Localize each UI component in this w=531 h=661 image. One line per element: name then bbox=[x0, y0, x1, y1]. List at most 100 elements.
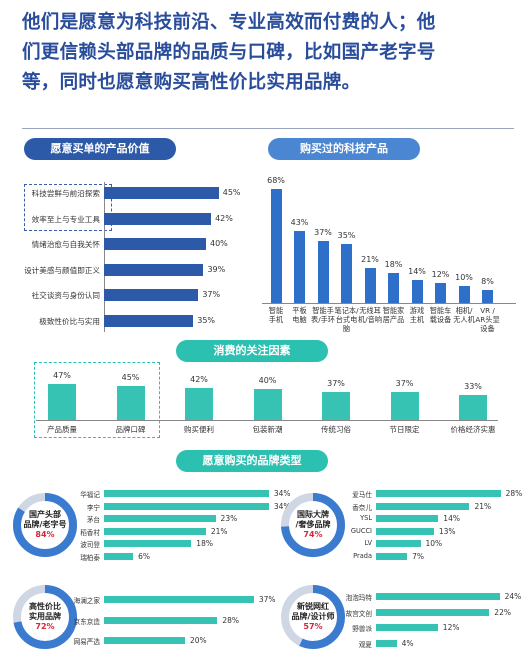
bar bbox=[116, 385, 145, 420]
donut-share-value: 74% bbox=[303, 530, 323, 539]
bar bbox=[390, 391, 419, 420]
donut-share-value: 84% bbox=[35, 530, 55, 539]
category-label-line: 台式电 bbox=[335, 315, 358, 324]
bar bbox=[376, 502, 470, 510]
headline-line: 们更信赖头部品牌的品质与口碑，比如国产老字号 bbox=[22, 42, 436, 63]
value-label: 22% bbox=[494, 607, 511, 617]
donut-label: 高性价比 实用品牌 72% bbox=[11, 602, 79, 632]
axis-line bbox=[104, 182, 105, 332]
value-label: 45% bbox=[222, 188, 241, 197]
bar bbox=[364, 267, 376, 303]
brand-label: 波司登 bbox=[80, 541, 100, 549]
share-donut bbox=[281, 493, 345, 557]
value-label: 28% bbox=[222, 615, 240, 625]
bar bbox=[104, 263, 204, 276]
bar bbox=[104, 314, 194, 327]
value-label: 14% bbox=[443, 514, 460, 523]
donut-share-arc bbox=[13, 585, 77, 649]
category-label: 节日限定 bbox=[389, 425, 420, 434]
value-label: 34% bbox=[273, 501, 291, 511]
value-label: 35% bbox=[337, 231, 356, 241]
value-label: 24% bbox=[504, 592, 522, 601]
category-label: 智能 手机 bbox=[258, 306, 294, 324]
bar bbox=[294, 230, 305, 303]
tech-products-chart-title: 购买过的科技产品 bbox=[268, 138, 420, 160]
value-label: 37% bbox=[258, 595, 276, 604]
value-label: 35% bbox=[197, 315, 216, 325]
category-label-line: 脑 bbox=[342, 324, 351, 333]
brand-label: 故宫文创 bbox=[345, 609, 372, 618]
value-label: 28% bbox=[505, 489, 523, 498]
bar bbox=[104, 490, 269, 497]
category-label-line: 智能家 bbox=[382, 306, 405, 315]
brand-label: 野兽派 bbox=[352, 625, 372, 633]
headline: 他们是愿意为科技前沿、专业高效而付费的人；他 们更信赖头部品牌的品质与口碑，比如… bbox=[22, 8, 522, 98]
category-label: 智能家 居产品 bbox=[376, 306, 412, 324]
category-label: 平板 电脑 bbox=[282, 306, 318, 324]
brand-label: 泡泡玛特 bbox=[345, 594, 372, 602]
value-label: 33% bbox=[464, 381, 482, 391]
donut-label: 国际大牌/奢侈品牌 74% bbox=[279, 510, 347, 540]
bar bbox=[411, 279, 423, 303]
headline-line: 等，同时也愿意购买高性价比实用品牌。 bbox=[22, 72, 361, 93]
value-label: 12% bbox=[431, 269, 450, 279]
brand-types-chart-title: 愿意购买的品牌类型 bbox=[176, 450, 328, 472]
bar bbox=[376, 624, 438, 631]
bar bbox=[459, 394, 487, 420]
category-label: 笔记本/台式电脑 bbox=[329, 306, 365, 333]
product-value-chart-title: 愿意买单的产品价值 bbox=[24, 138, 176, 160]
category-label: 游戏 主机 bbox=[399, 306, 435, 324]
category-label: 极致性价比与实用 bbox=[39, 316, 100, 326]
share-donut bbox=[13, 493, 77, 557]
donut-label-line: 国际大牌 bbox=[297, 510, 329, 519]
brand-label: 李宁 bbox=[86, 503, 100, 512]
category-label-line: 主机 bbox=[409, 315, 425, 324]
donut-label-line: /奢侈品牌 bbox=[295, 520, 331, 529]
axis-line bbox=[36, 420, 498, 421]
bar bbox=[376, 515, 439, 522]
bar bbox=[185, 387, 213, 420]
category-label-line: 表/手环 bbox=[311, 315, 335, 324]
category-label-line: 无线耳 bbox=[359, 306, 381, 315]
header-divider bbox=[22, 128, 514, 129]
bar bbox=[48, 384, 76, 420]
category-label: 品牌口碑 bbox=[115, 425, 146, 434]
value-label: 18% bbox=[196, 539, 213, 548]
value-label: 21% bbox=[210, 526, 228, 536]
brand-label: 华福记 bbox=[80, 491, 100, 499]
bar bbox=[435, 282, 446, 303]
value-label: 4% bbox=[401, 638, 414, 648]
category-label: 智能车 载设备 bbox=[423, 306, 459, 324]
bar bbox=[317, 240, 329, 303]
brand-label: 京东京造 bbox=[73, 617, 100, 626]
brand-label: 香奈儿 bbox=[352, 503, 372, 512]
category-label-line: 笔记本/ bbox=[334, 306, 359, 315]
value-label: 13% bbox=[438, 526, 456, 536]
bar bbox=[376, 540, 421, 547]
bar bbox=[341, 244, 352, 303]
category-label: 包装新潮 bbox=[252, 425, 283, 434]
value-label: 37% bbox=[314, 227, 332, 237]
value-label: 14% bbox=[408, 266, 426, 276]
value-label: 42% bbox=[190, 374, 208, 384]
brand-label: GUCCI bbox=[350, 526, 372, 535]
brand-label: YSL bbox=[360, 514, 372, 522]
value-label: 20% bbox=[190, 636, 207, 645]
value-label: 68% bbox=[267, 176, 285, 185]
category-label: 智能手 表/手环 bbox=[305, 306, 341, 324]
donut-label-line: 新锐网红 bbox=[297, 602, 329, 611]
donut-label-line: 高性价比 bbox=[29, 602, 61, 611]
donut-share-arc bbox=[13, 493, 77, 557]
share-donut bbox=[281, 585, 345, 649]
donut-share-arc bbox=[281, 493, 345, 557]
category-label-line: 无人机 bbox=[453, 315, 475, 324]
axis-line bbox=[262, 303, 516, 304]
donut-share-value: 72% bbox=[35, 622, 55, 631]
brand-label: 茅台 bbox=[86, 516, 100, 524]
value-label: 37% bbox=[327, 378, 345, 388]
bar bbox=[458, 286, 470, 303]
category-label-line: AR头显 bbox=[475, 315, 500, 324]
donut-label-line: 品牌/设计师 bbox=[291, 612, 335, 621]
concern-factors-chart-title: 消费的关注因素 bbox=[176, 340, 328, 362]
category-label: 购买便利 bbox=[184, 425, 214, 434]
